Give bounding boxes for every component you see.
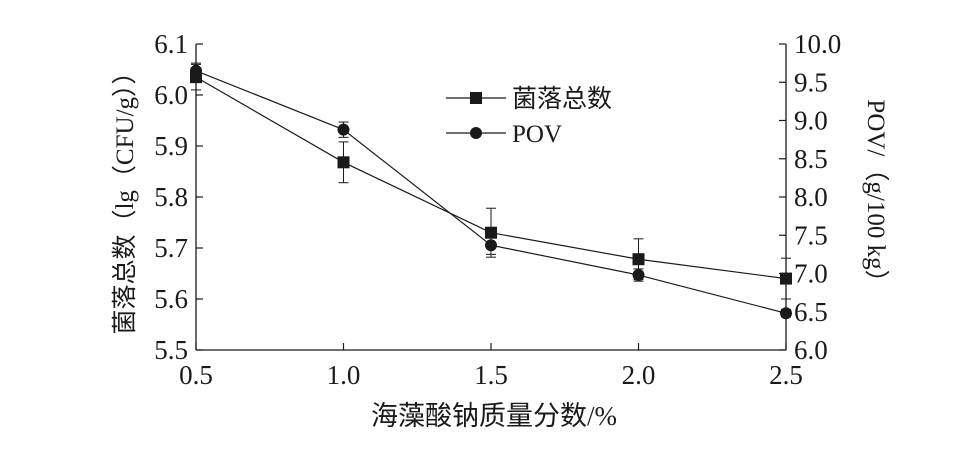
left-tick-label: 5.5 xyxy=(154,335,188,365)
legend-label-pov: POV xyxy=(512,121,562,148)
right-tick-label: 8.0 xyxy=(794,182,828,212)
data-point-pov xyxy=(337,123,350,136)
data-point-colony-count xyxy=(337,156,350,169)
left-axis-title: 菌落总数（lg（CFU/g）） xyxy=(111,59,139,334)
series-line-pov xyxy=(195,70,787,314)
x-tick-label: 2.0 xyxy=(622,360,656,390)
plot-area: 5.5 5.6 5.7 5.8 5.9 6.0 6.1 6.0 6.5 7.0 7.5 8.0 8.5 9… xyxy=(154,29,841,390)
x-tick-label: 1.0 xyxy=(327,360,361,390)
legend-item-colony-count: 菌落总数 xyxy=(446,85,612,113)
left-tick-label: 5.7 xyxy=(154,233,188,263)
data-point-pov xyxy=(632,269,645,282)
right-tick-label: 8.5 xyxy=(794,144,828,174)
right-tick-label: 7.0 xyxy=(794,259,828,289)
legend: 菌落总数 POV xyxy=(446,85,612,148)
right-tick-label: 10.0 xyxy=(794,29,841,59)
right-tick-label: 9.5 xyxy=(794,67,828,97)
data-point-pov xyxy=(780,307,792,320)
left-tick-label: 6.0 xyxy=(154,80,188,110)
data-point-pov xyxy=(190,64,202,77)
right-tick-label: 6.0 xyxy=(794,335,828,365)
data-point-colony-count xyxy=(632,253,645,266)
data-point-pov xyxy=(485,239,497,252)
data-point-colony-count xyxy=(780,272,792,285)
legend-item-pov: POV xyxy=(446,121,562,148)
left-tick-label: 5.6 xyxy=(154,284,188,314)
left-tick-label: 5.9 xyxy=(154,131,188,161)
right-tick-label: 7.5 xyxy=(794,220,828,250)
left-tick-label: 6.1 xyxy=(154,29,188,59)
left-tick-label: 5.8 xyxy=(154,182,188,212)
legend-marker-circle xyxy=(470,127,482,139)
right-axis-title: POV/（g/100 kg） xyxy=(862,99,890,294)
legend-marker-square xyxy=(470,92,482,104)
x-axis-title: 海藻酸钠质量分数/% xyxy=(371,401,617,431)
x-tick-label: 1.5 xyxy=(474,360,508,390)
x-tick-label: 2.5 xyxy=(769,360,803,390)
right-tick-label: 6.5 xyxy=(794,297,828,327)
legend-label-colony-count: 菌落总数 xyxy=(512,85,612,113)
x-tick-label: 0.5 xyxy=(179,360,213,390)
right-tick-label: 9.0 xyxy=(794,106,828,136)
